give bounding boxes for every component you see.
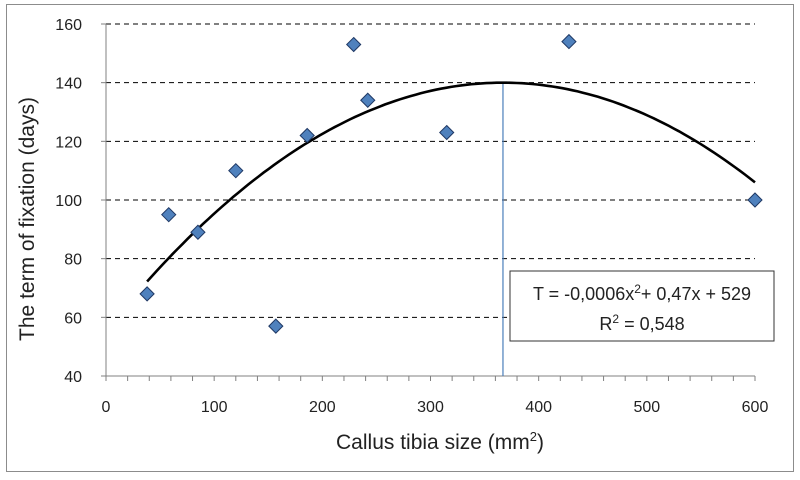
x-tick-label: 400 (525, 399, 552, 416)
data-point (299, 127, 315, 144)
y-tick-label: 60 (64, 310, 82, 327)
chart-frame (6, 4, 794, 472)
data-point (228, 162, 244, 179)
y-tick-label: 140 (55, 76, 82, 93)
data-point (161, 206, 177, 223)
data-point (139, 286, 155, 302)
data-point (439, 124, 455, 141)
y-tick-labels: 40 60 80 100 120 140 160 (55, 17, 82, 386)
x-tick-label: 0 (102, 399, 111, 416)
x-tick-label: 600 (742, 399, 769, 416)
r-squared-text: R2 = 0,548 (599, 312, 684, 334)
data-point (561, 33, 577, 50)
y-tick-label: 100 (55, 193, 82, 210)
x-tick-label: 200 (309, 399, 336, 416)
y-tick-label: 40 (64, 369, 82, 386)
y-tick-label: 160 (55, 17, 82, 34)
equation-box: T = -0,0006x2+ 0,47x + 529 R2 = 0,548 (509, 270, 775, 342)
y-tick-label: 80 (64, 252, 82, 269)
x-tick-label: 300 (417, 399, 444, 416)
data-point (360, 92, 376, 108)
x-tick-label: 100 (201, 399, 228, 416)
x-axis-title-main: Callus tibia size (mm (336, 431, 530, 454)
x-tick-labels: 0 100 200 300 400 500 600 (102, 399, 769, 416)
x-axis-title-sup: 2 (530, 429, 537, 444)
x-axis-title: Callus tibia size (mm2) (336, 429, 544, 454)
data-point (190, 224, 206, 240)
data-point (345, 36, 362, 53)
x-tick-label: 500 (633, 399, 660, 416)
y-tick-label: 120 (55, 134, 82, 151)
data-point (747, 192, 763, 208)
tick-marks (101, 23, 756, 381)
trendline (146, 81, 756, 283)
equation-box-frame (509, 270, 775, 342)
y-axis-title: The term of fixation (days) (16, 97, 39, 341)
equation-text: T = -0,0006x2+ 0,47x + 529 (533, 282, 751, 304)
x-axis-title-close: ) (537, 431, 544, 454)
data-points (139, 33, 763, 334)
data-point (268, 318, 284, 334)
